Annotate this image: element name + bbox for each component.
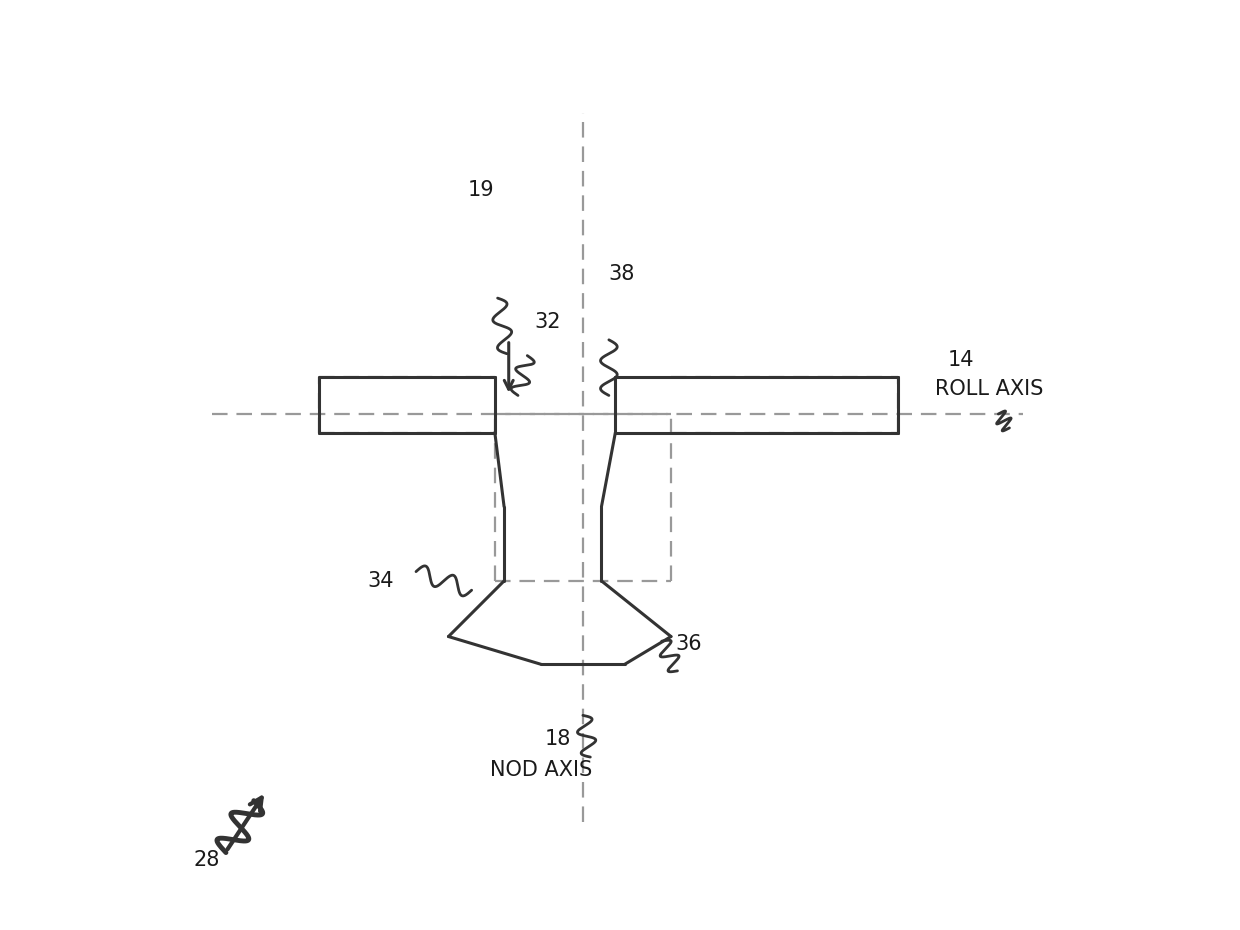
Text: 19: 19 bbox=[467, 180, 495, 200]
Text: 36: 36 bbox=[676, 634, 702, 655]
Text: 34: 34 bbox=[368, 571, 394, 591]
Text: 38: 38 bbox=[609, 263, 635, 284]
Text: 28: 28 bbox=[193, 850, 219, 870]
Text: 14: 14 bbox=[947, 350, 973, 370]
Text: 32: 32 bbox=[534, 312, 562, 332]
Text: 18: 18 bbox=[544, 729, 572, 749]
Text: NOD AXIS: NOD AXIS bbox=[490, 760, 593, 779]
Text: ROLL AXIS: ROLL AXIS bbox=[935, 379, 1044, 400]
